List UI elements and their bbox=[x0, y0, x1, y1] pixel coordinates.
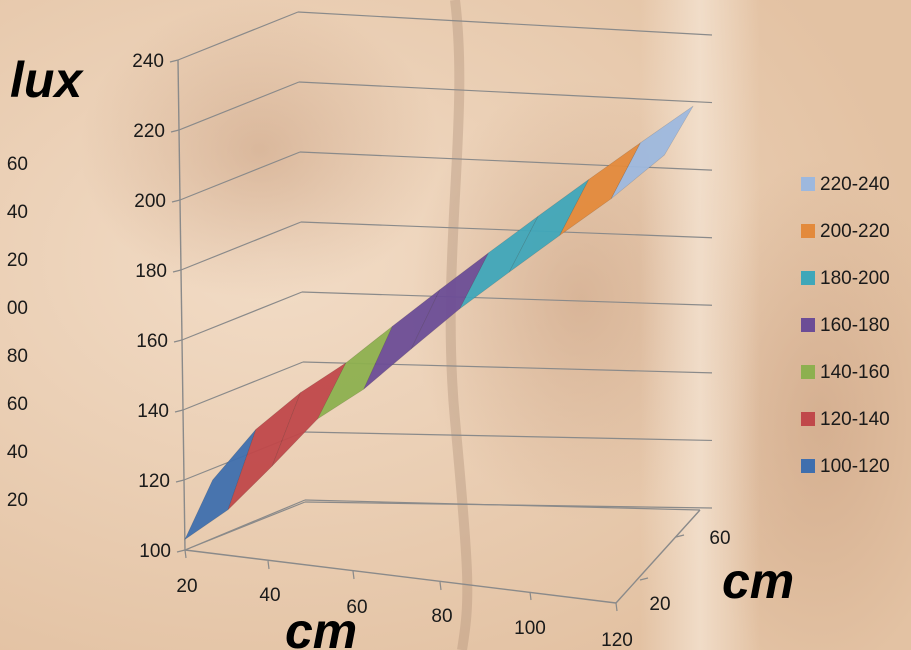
ghost-tick-label: 40 bbox=[7, 202, 28, 223]
legend-entry: 120-140 bbox=[820, 409, 890, 430]
z-tick-label: 220 bbox=[133, 121, 165, 142]
back-gridline bbox=[298, 81, 713, 104]
x-tick-mark bbox=[529, 591, 532, 601]
z-tick-mark bbox=[171, 199, 181, 203]
x-tick-label: 100 bbox=[514, 618, 546, 639]
z-tick-label: 180 bbox=[135, 261, 167, 282]
y-tick-mark bbox=[639, 577, 649, 581]
x-tick-label: 40 bbox=[259, 585, 280, 606]
legend-swatch bbox=[801, 365, 815, 379]
z-tick-mark bbox=[174, 409, 184, 413]
legend-swatch bbox=[801, 177, 815, 191]
legend-entry: 160-180 bbox=[820, 315, 890, 336]
ghost-tick-label: 40 bbox=[7, 442, 28, 463]
z-axis-label: lux bbox=[10, 52, 84, 108]
side-gridline bbox=[182, 361, 304, 411]
legend-swatch bbox=[801, 412, 815, 426]
side-gridline bbox=[179, 151, 301, 201]
y-tick-label: 60 bbox=[709, 528, 730, 549]
z-tick-label: 200 bbox=[134, 191, 166, 212]
background-ghost-ticks: 60 40 20 00 80 60 40 20 bbox=[7, 154, 28, 511]
legend-entry: 140-160 bbox=[820, 362, 890, 383]
x-tick-mark bbox=[352, 570, 355, 580]
side-gridline bbox=[178, 81, 300, 131]
side-gridline bbox=[180, 221, 302, 271]
floor-back-line bbox=[184, 499, 306, 551]
z-tick-mark bbox=[175, 479, 185, 483]
axes bbox=[177, 59, 701, 604]
surface-facet bbox=[363, 289, 441, 390]
legend-entry: 100-120 bbox=[820, 456, 890, 477]
ghost-tick-label: 00 bbox=[7, 298, 28, 319]
z-tick-label: 240 bbox=[132, 51, 164, 72]
y-tick-mark bbox=[675, 534, 685, 538]
x-tick-mark bbox=[615, 602, 618, 612]
y-axis-line bbox=[615, 509, 701, 604]
y-axis-label: cm bbox=[722, 553, 794, 609]
legend: 220-240 200-220 180-200 160-180 140-160 120-1… bbox=[801, 174, 890, 477]
z-tick-label: 140 bbox=[137, 401, 169, 422]
legend-swatch bbox=[801, 271, 815, 285]
z-axis-ticks: 100 120 140 160 180 200 220 240 bbox=[132, 51, 186, 562]
x-tick-label: 80 bbox=[431, 606, 452, 627]
y-tick-label: 20 bbox=[649, 594, 670, 615]
side-gridline bbox=[177, 11, 299, 61]
z-tick-label: 100 bbox=[139, 541, 171, 562]
surface-plot bbox=[184, 105, 694, 541]
legend-swatch bbox=[801, 224, 815, 238]
x-axis-ticks: 20 40 60 80 100 120 bbox=[176, 549, 633, 650]
x-tick-mark bbox=[184, 549, 187, 559]
back-gridline bbox=[300, 221, 713, 239]
back-gridline bbox=[301, 291, 713, 306]
ghost-tick-label: 60 bbox=[7, 154, 28, 175]
ghost-tick-label: 20 bbox=[7, 250, 28, 271]
legend-swatch bbox=[801, 459, 815, 473]
back-gridline bbox=[297, 11, 713, 36]
x-tick-label: 20 bbox=[176, 576, 197, 597]
z-tick-mark bbox=[176, 549, 186, 553]
side-gridline bbox=[181, 291, 303, 341]
back-gridline bbox=[303, 431, 713, 442]
z-tick-mark bbox=[173, 339, 183, 343]
x-tick-mark bbox=[267, 560, 270, 570]
legend-entry: 200-220 bbox=[820, 221, 890, 242]
surface-facet bbox=[559, 142, 641, 236]
z-tick-label: 160 bbox=[136, 331, 168, 352]
legend-entry: 180-200 bbox=[820, 268, 890, 289]
z-tick-mark bbox=[172, 269, 182, 273]
ghost-tick-label: 60 bbox=[7, 394, 28, 415]
z-tick-label: 120 bbox=[138, 471, 170, 492]
x-axis-line bbox=[184, 549, 617, 604]
floor-right-line bbox=[304, 499, 701, 511]
ghost-tick-label: 80 bbox=[7, 346, 28, 367]
z-axis-line bbox=[177, 59, 186, 551]
x-tick-label: 60 bbox=[346, 597, 367, 618]
x-axis-label: cm bbox=[285, 603, 357, 650]
z-tick-mark bbox=[170, 129, 180, 133]
legend-entry: 220-240 bbox=[820, 174, 890, 195]
x-tick-label: 120 bbox=[601, 630, 633, 650]
surface-facet bbox=[610, 105, 694, 199]
z-tick-mark bbox=[169, 59, 179, 63]
x-tick-mark bbox=[439, 581, 442, 591]
ghost-tick-label: 20 bbox=[7, 490, 28, 511]
surface-facet bbox=[410, 252, 489, 350]
surface-facet bbox=[508, 179, 590, 273]
legend-swatch bbox=[801, 318, 815, 332]
